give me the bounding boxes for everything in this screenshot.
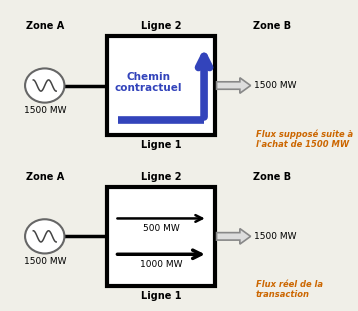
- Bar: [107, 187, 215, 286]
- Text: 1500 MW: 1500 MW: [24, 106, 66, 115]
- Circle shape: [25, 68, 64, 103]
- Text: 500 MW: 500 MW: [143, 224, 179, 233]
- Text: Zone B: Zone B: [253, 21, 291, 31]
- Text: 1500 MW: 1500 MW: [254, 232, 297, 241]
- Text: Ligne 2: Ligne 2: [141, 21, 182, 31]
- Text: 1500 MW: 1500 MW: [24, 257, 66, 266]
- Text: Ligne 2: Ligne 2: [141, 172, 182, 182]
- Text: Zone B: Zone B: [253, 172, 291, 182]
- Text: Flux supposé suite à
l'achat de 1500 MW: Flux supposé suite à l'achat de 1500 MW: [256, 129, 353, 149]
- Text: Ligne 1: Ligne 1: [141, 291, 182, 301]
- Bar: [107, 36, 215, 135]
- Text: Flux réel de la
transaction: Flux réel de la transaction: [256, 280, 323, 299]
- Text: 1000 MW: 1000 MW: [140, 260, 182, 269]
- Text: Chemin
contractuel: Chemin contractuel: [115, 72, 182, 93]
- Polygon shape: [217, 229, 251, 244]
- Polygon shape: [217, 78, 251, 93]
- Text: Zone A: Zone A: [26, 21, 64, 31]
- Circle shape: [25, 219, 64, 253]
- Text: Zone A: Zone A: [26, 172, 64, 182]
- Text: 1500 MW: 1500 MW: [254, 81, 297, 90]
- Text: Ligne 1: Ligne 1: [141, 140, 182, 150]
